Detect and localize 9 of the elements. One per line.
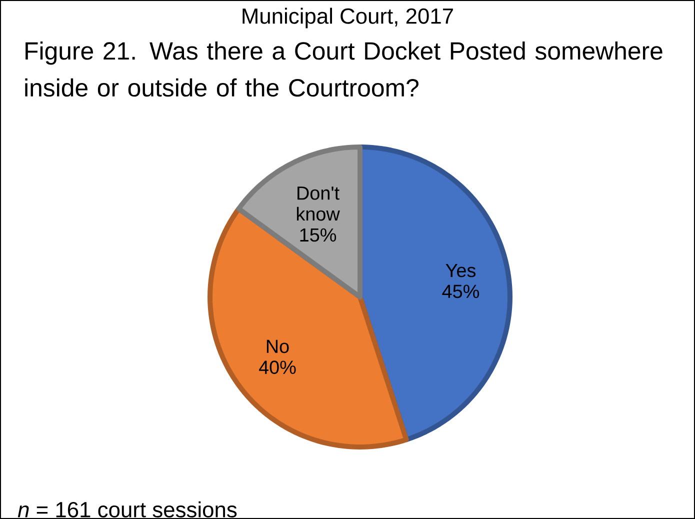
chart-subtitle: Figure 21. Was there a Court Docket Posted somewhere inside or outside of the Courtroom? xyxy=(25,42,662,97)
chart-title: Municipal Court, 2017 xyxy=(242,8,453,28)
data-label: 15% xyxy=(300,228,336,242)
slice-label: No xyxy=(266,340,289,354)
slice-label: Yes xyxy=(446,264,476,278)
text: n = 161 court sessions xyxy=(18,501,237,518)
slice-label: Don't know xyxy=(296,186,340,221)
data-label: 45% xyxy=(442,284,480,298)
data-label: 40% xyxy=(258,360,296,374)
